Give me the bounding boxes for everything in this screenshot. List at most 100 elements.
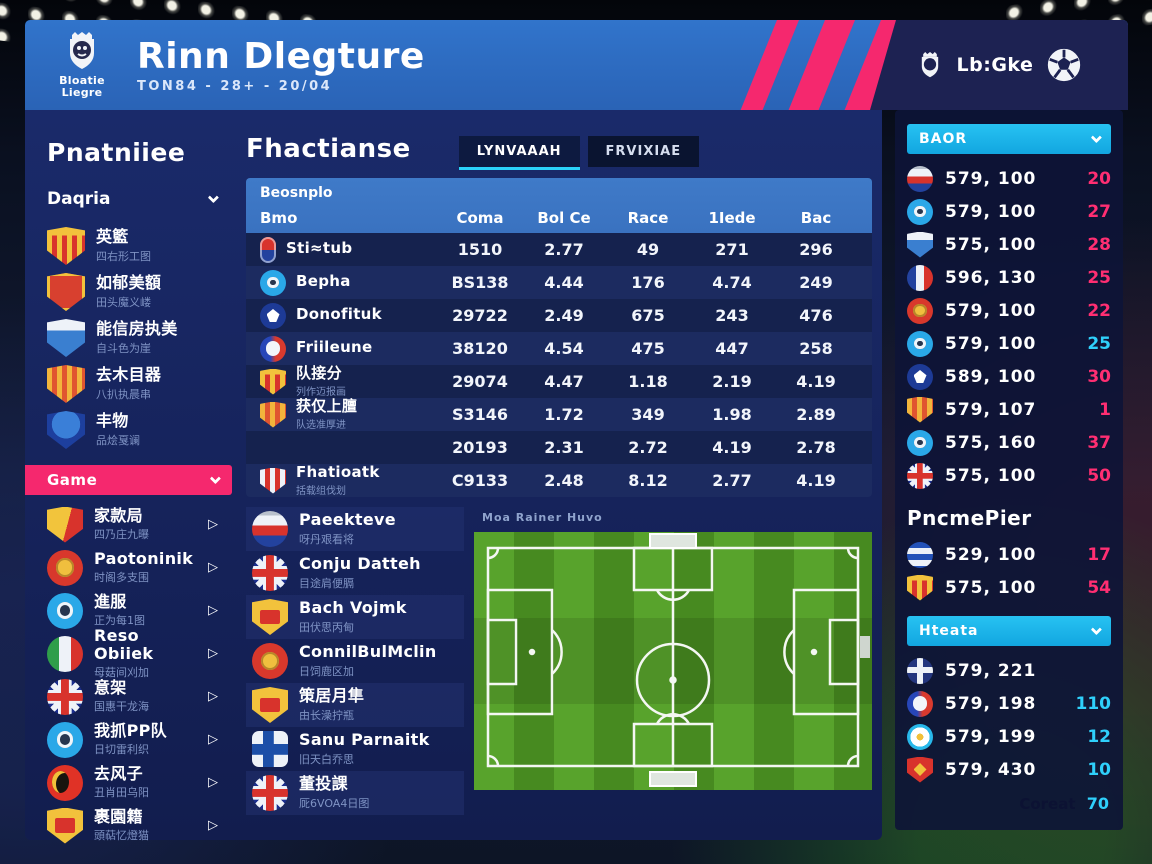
secondary-list-item[interactable]: 策居月隼 由长澡拧瓶 <box>246 683 464 727</box>
stat-value: 475 <box>631 339 665 358</box>
stat-value: 4.47 <box>544 372 584 391</box>
play-arrow-icon[interactable]: ▷ <box>208 732 218 747</box>
game-list-item[interactable]: 家款局 四乃庄九曝 ▷ <box>47 503 222 546</box>
standings-row[interactable]: 575, 100 28 <box>907 228 1111 261</box>
team-subtitle: 国惠干龙海 <box>94 700 149 714</box>
play-arrow-icon[interactable]: ▷ <box>208 775 218 790</box>
stat-value: 258 <box>799 339 833 358</box>
game-list-item[interactable]: 我抓PP队 日切雷利织 ▷ <box>47 718 222 761</box>
table-row[interactable]: Bepha BS138 4.44 176 4.74 249 <box>246 266 872 299</box>
standings-row[interactable]: 579, 100 20 <box>907 162 1111 195</box>
row-name-cell: Fhatioatk 括载组伐划 <box>260 462 438 497</box>
standings-row[interactable]: 579, 430 10 <box>907 753 1111 786</box>
team-badge-icon <box>252 731 288 767</box>
game-list-item[interactable]: 意架 国惠干龙海 ▷ <box>47 675 222 718</box>
content-area: Pnatniiee Daqria 英籃 四右形工图 如郁美額 田头魔义嵝 能信房… <box>25 110 1128 844</box>
baor-dropdown[interactable]: BAOR <box>907 124 1111 154</box>
game-list-item[interactable]: 去风子 丑肖田乌阳 ▷ <box>47 761 222 804</box>
sidebar-team-item[interactable]: 能信房执美 自斗色为崖 <box>47 315 222 361</box>
play-arrow-icon[interactable]: ▷ <box>208 603 218 618</box>
standings-row[interactable]: 575, 100 50 <box>907 459 1111 492</box>
play-arrow-icon[interactable]: ▷ <box>208 818 218 833</box>
standings-row[interactable]: 579, 107 1 <box>907 393 1111 426</box>
stats-table: Beosnplo Bmo Coma Bol Ce Race 1Iede Bac <box>246 178 872 497</box>
team-name: Conju Datteh <box>299 554 421 574</box>
standings-row[interactable]: 579, 199 12 <box>907 720 1111 753</box>
tab-frvixiae[interactable]: FRVIXIAE <box>587 136 700 167</box>
team-badge-icon <box>260 368 286 395</box>
col-1iede[interactable]: 1Iede <box>708 209 756 227</box>
standings-count: 50 <box>1087 465 1111 486</box>
table-row[interactable]: 队接分 列作迈报画 29074 4.47 1.18 2.19 4.19 <box>246 365 872 398</box>
team-list: 英籃 四右形工图 如郁美額 田头魔义嵝 能信房执美 自斗色为崖 去木目器 八扒执… <box>47 223 222 453</box>
col-bolce[interactable]: Bol Ce <box>537 209 591 227</box>
baor-dropdown-label: BAOR <box>919 131 968 147</box>
page-title: Rinn Dlegture <box>137 36 425 77</box>
play-arrow-icon[interactable]: ▷ <box>208 689 218 704</box>
standings-row[interactable]: 579, 100 22 <box>907 294 1111 327</box>
sidebar-team-item[interactable]: 英籃 四右形工图 <box>47 223 222 269</box>
table-header: Beosnplo Bmo Coma Bol Ce Race 1Iede Bac <box>246 178 872 233</box>
table-row[interactable]: Fhatioatk 括载组伐划 C9133 2.48 8.12 2.77 4.1… <box>246 464 872 497</box>
sidebar-team-item[interactable]: 如郁美額 田头魔义嵝 <box>47 269 222 315</box>
table-row[interactable]: Donofituk 29722 2.49 675 243 476 <box>246 299 872 332</box>
sidebar-team-item[interactable]: 丰物 品烩戛谰 <box>47 407 222 453</box>
standings-value: 579, 100 <box>945 300 1037 321</box>
play-arrow-icon[interactable]: ▷ <box>208 517 218 532</box>
team-badge-icon <box>252 599 288 635</box>
stat-value: 2.78 <box>796 438 836 457</box>
team-name: Fhatioatk <box>296 462 380 481</box>
secondary-list-item[interactable]: Bach Vojmk 田伏思丙甸 <box>246 595 464 639</box>
game-dropdown[interactable]: Game <box>25 465 232 495</box>
stat-value: 4.19 <box>796 372 836 391</box>
lion-crest-icon <box>70 32 94 70</box>
league-dropdown[interactable]: Daqria <box>47 185 222 213</box>
standings-row[interactable]: 579, 100 25 <box>907 327 1111 360</box>
hteata-dropdown[interactable]: Hteata <box>907 616 1111 646</box>
standings-count: 22 <box>1087 300 1111 321</box>
standings-count: 20 <box>1087 168 1111 189</box>
team-name-block: ConnilBulMclin 日饲鹿区加 <box>299 643 437 679</box>
game-list-item[interactable]: 進服 正为每1图 ▷ <box>47 589 222 632</box>
standings-row[interactable]: 596, 130 25 <box>907 261 1111 294</box>
team-badge-icon <box>907 756 933 783</box>
secondary-list-item[interactable]: Sanu Parnaitk 旧天白乔思 <box>246 727 464 771</box>
crest-caption: Bloatie Liegre <box>59 74 105 99</box>
standings-row[interactable]: 575, 160 37 <box>907 426 1111 459</box>
col-race[interactable]: Race <box>627 209 669 227</box>
secondary-list-item[interactable]: ConnilBulMclin 日饲鹿区加 <box>246 639 464 683</box>
play-arrow-icon[interactable]: ▷ <box>208 560 218 575</box>
col-coma[interactable]: Coma <box>456 209 504 227</box>
stat-value: 176 <box>631 273 665 292</box>
standings-row[interactable]: 579, 100 27 <box>907 195 1111 228</box>
sidebar-team-item[interactable]: 去木目器 八扒执晨串 <box>47 361 222 407</box>
team-subtitle: 田伏思丙甸 <box>299 620 354 634</box>
table-row[interactable]: Sti≈tub 1510 2.77 49 271 296 <box>246 233 872 266</box>
secondary-list-item[interactable]: Conju Datteh 目途肩便膈 <box>246 551 464 595</box>
table-row[interactable]: Friileune 38120 4.54 475 447 258 <box>246 332 872 365</box>
standings-row[interactable]: 589, 100 30 <box>907 360 1111 393</box>
team-subtitle: 目途肩便膈 <box>299 576 354 590</box>
game-list-item[interactable]: Reso Obiiek 母菇间刈加 ▷ <box>47 627 222 679</box>
standings-row[interactable]: 575, 100 54 <box>907 571 1111 604</box>
standings-row[interactable]: 579, 198 110 <box>907 687 1111 720</box>
team-name: Sanu Parnaitk <box>299 730 430 750</box>
title-block: Rinn Dlegture TON84 - 28+ - 20/04 <box>137 36 425 94</box>
col-bac[interactable]: Bac <box>800 209 832 227</box>
secondary-list-item[interactable]: 董投課 厑6VOA4日图 <box>246 771 464 815</box>
play-arrow-icon[interactable]: ▷ <box>208 646 218 661</box>
secondary-list-item[interactable]: Paeekteve 呀丹艰看将 <box>246 507 464 551</box>
col-name[interactable]: Bmo <box>260 209 298 227</box>
table-row[interactable]: 获仅上膻 队选准厚进 S3146 1.72 349 1.98 2.89 <box>246 398 872 431</box>
stat-value: 2.77 <box>544 240 584 259</box>
standings-row[interactable]: 579, 221 <box>907 654 1111 687</box>
row-name-cell: Bepha <box>260 269 438 296</box>
tab-lynvaaah[interactable]: LYNVAAAH <box>458 136 580 167</box>
game-list-item[interactable]: 裹園籍 頭萜忆燈猫 ▷ <box>47 804 222 847</box>
row-name-cell: Donofituk <box>260 302 438 329</box>
table-row[interactable]: 20193 2.31 2.72 4.19 2.78 <box>246 431 872 464</box>
standings-row[interactable]: 529, 100 17 <box>907 538 1111 571</box>
team-name: Friileune <box>296 338 373 356</box>
game-list-item[interactable]: Paotoninik 时阁多支围 ▷ <box>47 546 222 589</box>
team-subtitle: 队选准厚进 <box>296 419 346 431</box>
